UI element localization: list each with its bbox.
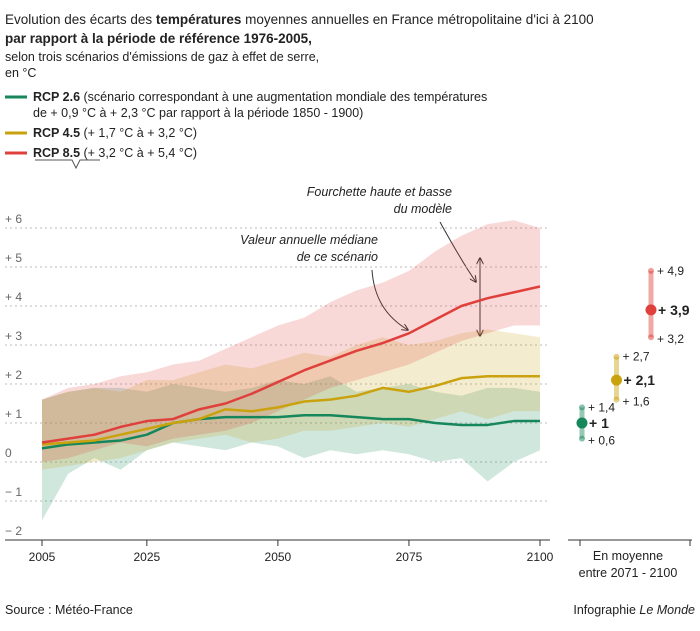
legend-description: (scénario correspondant à une augmentati…: [84, 90, 488, 104]
summary-mean: [611, 374, 622, 386]
x-tick-label: 2025: [133, 550, 160, 564]
x-tick-label: 2075: [396, 550, 423, 564]
summary-range-label: + 2,7: [623, 350, 650, 364]
y-tick-label: 0: [5, 446, 12, 460]
annotation: du modèle: [394, 202, 452, 216]
annotation: Fourchette haute et basse: [307, 185, 452, 199]
x-tick-label: 2100: [527, 550, 554, 564]
x-tick-label: 2050: [265, 550, 292, 564]
summary-mean-label: + 2,1: [624, 372, 656, 388]
legend-entry: RCP 2.6 (scénario correspondant à une au…: [33, 90, 487, 104]
summary-range-end: [579, 435, 585, 442]
summary-range-label: + 4,9: [657, 264, 684, 278]
title: Evolution des écarts des températures mo…: [5, 12, 594, 27]
summary-mean-label: + 1: [589, 415, 609, 431]
summary-range-label: + 1,4: [588, 400, 615, 414]
legend-decoration: [35, 159, 100, 170]
summary-caption: En moyenne: [593, 549, 663, 563]
source: Source : Météo-France: [5, 603, 133, 617]
median-line: [41, 413, 540, 450]
subtitle: en °C: [5, 66, 36, 80]
range-band: [42, 376, 540, 521]
legend-name: RCP 4.5: [33, 126, 80, 140]
y-tick-label: + 3: [5, 329, 22, 343]
y-tick-label: + 2: [5, 368, 22, 382]
range-band: [42, 220, 540, 462]
legend-name: RCP 8.5: [33, 146, 80, 160]
annotation-arrow: [439, 221, 476, 282]
legend-description: (+ 3,2 °C à + 5,4 °C): [84, 146, 198, 160]
summary-range-end: [579, 404, 585, 411]
credit-part: Le Monde: [639, 603, 695, 617]
summary-mean-label: + 3,9: [658, 302, 690, 318]
title-part: températures: [156, 12, 242, 27]
summary-mean: [576, 417, 588, 429]
summary-range-end: [613, 396, 620, 403]
legend-entry: RCP 8.5 (+ 3,2 °C à + 5,4 °C): [33, 146, 197, 160]
title-part: Evolution des écarts des: [5, 12, 156, 27]
legend-name: RCP 2.6: [33, 90, 80, 104]
credit: Infographie Le Monde: [573, 603, 695, 617]
annotation-arrow: [371, 269, 408, 330]
annotation: Valeur annuelle médiane: [240, 233, 378, 247]
credit-part: Infographie: [573, 603, 636, 617]
summary-range-label: + 1,6: [623, 395, 650, 409]
x-tick-label: 2005: [29, 550, 56, 564]
legend-description: (+ 1,7 °C à + 3,2 °C): [84, 126, 198, 140]
summary-range-label: + 3,2: [657, 332, 684, 346]
annotation: de ce scénario: [297, 250, 378, 264]
subtitle: selon trois scénarios d'émissions de gaz…: [5, 50, 319, 64]
y-tick-label: + 4: [5, 290, 22, 304]
y-tick-label: + 1: [5, 407, 22, 421]
y-tick-label: + 5: [5, 251, 22, 265]
summary-range-label: + 0,6: [588, 434, 615, 448]
y-tick-label: + 6: [5, 212, 22, 226]
median-line: [41, 285, 541, 444]
legend-entry: RCP 4.5 (+ 1,7 °C à + 3,2 °C): [33, 126, 197, 140]
summary-range-end: [648, 267, 654, 274]
y-tick-label: − 1: [5, 485, 22, 499]
median-line: [41, 374, 540, 446]
range-band: [42, 329, 540, 470]
summary-range-end: [613, 353, 620, 360]
summary-mean: [645, 304, 657, 316]
legend-description: de + 0,9 °C à + 2,3 °C par rapport à la …: [33, 106, 363, 120]
title-part: moyennes annuelles en France métropolita…: [241, 12, 593, 27]
title: par rapport à la période de référence 19…: [5, 31, 312, 46]
plot: [41, 220, 541, 521]
summary-range-end: [648, 334, 654, 341]
y-tick-label: − 2: [5, 524, 22, 538]
summary-caption: entre 2071 - 2100: [579, 566, 678, 580]
